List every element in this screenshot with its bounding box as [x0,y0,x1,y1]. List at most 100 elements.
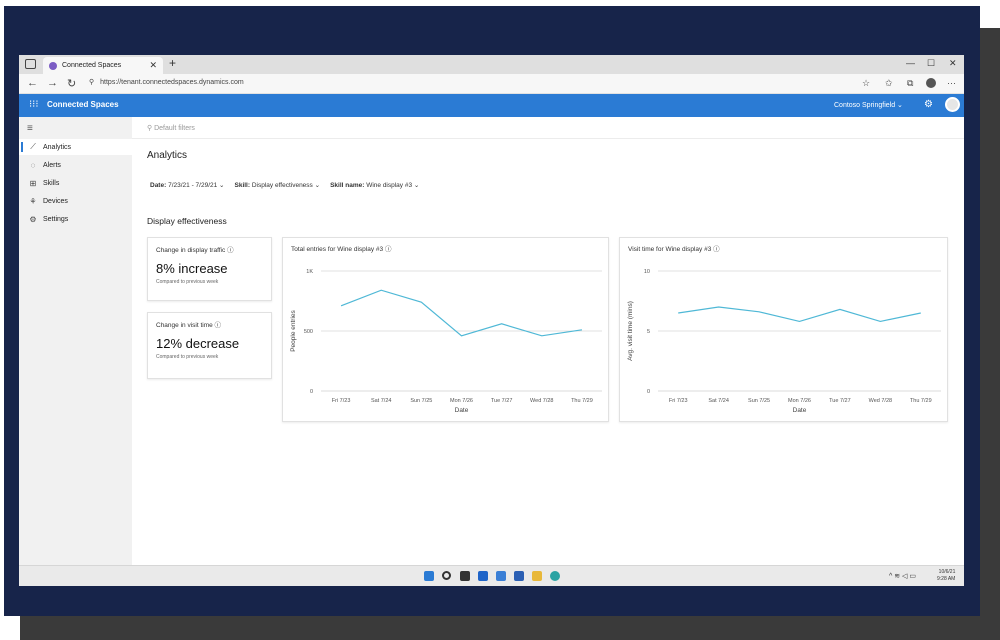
chart-card-visit-time: Visit time for Wine display #3 ⓘ 0 5 10 Fri… [619,237,948,422]
back-icon[interactable]: ← [27,77,38,89]
date-filter[interactable]: Date: 7/23/21 - 7/29/21 ⌄ [150,182,225,189]
site-favicon-icon [49,61,57,70]
new-tab-icon[interactable]: + [169,56,177,70]
gear-icon: ⚙ [29,214,37,224]
screen: Connected Spaces ✕ + — ☐ ✕ ← → ↻ ⚲ https… [19,55,964,586]
chart-card-entries: Total entries for Wine display #3 ⓘ 0 500… [282,237,609,422]
grid-icon: ⊞ [29,178,37,188]
kpi-value: 12% decrease [156,336,240,351]
x-tick-label: Wed 7/28 [869,398,892,404]
info-icon[interactable]: ⓘ [384,246,392,253]
skill-filter[interactable]: Skill: Display effectiveness ⌄ [234,182,321,189]
devices-icon: ⚘ [29,196,37,206]
app-header: ⁝⁝⁝ Connected Spaces Contoso Springfield… [19,94,964,117]
x-axis-label: Date [455,407,469,414]
info-icon[interactable]: ⓘ [713,246,720,253]
read-aloud-icon[interactable]: ☆ [862,78,871,88]
y-tick-label: 500 [304,329,313,335]
url-field[interactable]: ⚲ https://tenant.connectedspaces.dynamic… [89,78,244,87]
date-filter-label: Date: [150,182,167,189]
favorites-icon[interactable]: ✩ [885,78,893,88]
sidebar-item-label: Settings [43,215,69,223]
y-tick-label: 1K [306,269,313,275]
x-tick-label: Sun 7/25 [410,398,432,404]
browser-tabstrip: Connected Spaces ✕ + — ☐ ✕ [19,55,964,74]
more-icon[interactable]: ··· [947,78,956,88]
browser-tab[interactable]: Connected Spaces ✕ [43,57,163,74]
sidebar-item-skills[interactable]: ⊞ Skills [19,175,132,191]
tenant-name: Contoso Springfield [834,102,896,109]
x-tick-label: Mon 7/26 [788,398,811,404]
chart-title: Visit time for Wine display #3 ⓘ [628,243,720,253]
x-tick-label: Sat 7/24 [708,398,729,404]
sidebar: ≡ ⟋ Analytics ◌ Alerts ⊞ Skills ⚘ Device… [19,117,132,565]
start-icon[interactable] [424,571,434,581]
widgets-icon[interactable] [478,571,488,581]
collections-icon[interactable]: ⧉ [907,78,914,88]
x-axis-label: Date [793,407,807,414]
kpi-title-text: Change in display traffic [156,247,226,254]
y-tick-label: 0 [310,389,313,395]
system-tray[interactable]: ^ ≋ ◁ ▭ [889,573,916,580]
default-filters-button[interactable]: ⚲ Default filters [147,125,195,132]
skill-name-filter-value: Wine display #3 [366,182,413,189]
x-tick-label: Thu 7/29 [571,398,593,404]
chart-entries-svg: 0 500 1K Fri 7/23 Sat 7/24 Sun 7/25 Mon 7/26 Tu… [290,269,602,414]
skill-name-filter[interactable]: Skill name: Wine display #3 ⌄ [330,182,420,189]
x-tick-label: Tue 7/27 [829,398,851,404]
profile-icon[interactable] [926,78,936,88]
x-tick-label: Wed 7/28 [530,398,553,404]
tab-actions-icon[interactable] [25,59,36,69]
sidebar-item-analytics[interactable]: ⟋ Analytics [19,139,132,155]
forward-icon[interactable]: → [47,77,58,89]
search-icon: ⚲ [89,79,95,86]
kpi-card-traffic: Change in display traffic ⓘ 8% increase … [147,237,272,301]
x-tick-label: Thu 7/29 [910,398,932,404]
teams-icon[interactable] [496,571,506,581]
skill-filter-value: Display effectiveness [251,182,313,189]
chart-title-text: Visit time for Wine display #3 [628,246,712,253]
sidebar-item-devices[interactable]: ⚘ Devices [19,193,132,209]
settings-gear-icon[interactable]: ⚙ [924,99,933,110]
hamburger-menu-icon[interactable]: ≡ [27,123,33,134]
close-tab-icon[interactable]: ✕ [149,60,157,70]
sidebar-item-alerts[interactable]: ◌ Alerts [19,157,132,173]
chart-line-icon: ⟋ [30,142,36,151]
y-tick-label: 5 [647,329,650,335]
skill-filter-label: Skill: [234,182,251,189]
app-name[interactable]: Connected Spaces [47,100,119,109]
x-tick-label: Mon 7/26 [450,398,473,404]
kpi-title: Change in display traffic ⓘ [156,244,234,254]
app-launcher-icon[interactable]: ⁝⁝⁝ [29,99,39,110]
search-icon[interactable] [442,571,451,580]
file-explorer-icon[interactable] [532,571,542,581]
info-icon[interactable]: ⓘ [214,322,222,329]
tenant-selector[interactable]: Contoso Springfield ⌄ [834,102,903,109]
chart-title-text: Total entries for Wine display #3 [291,246,384,253]
clock[interactable]: 10/6/21 9:28 AM [937,569,955,583]
filter-row: Date: 7/23/21 - 7/29/21 ⌄ Skill: Display… [150,181,419,189]
main-content: ⚲ Default filters Analytics Date: 7/23/2… [132,117,964,565]
alert-icon: ◌ [30,160,36,170]
y-tick-label: 10 [644,269,650,275]
kpi-subtitle: Compared to previous week [156,279,219,285]
chart-visit-time-svg: 0 5 10 Fri 7/23 Sat 7/24 Sun 7/25 Mon 7/26 Tue … [627,269,941,414]
x-tick-label: Sun 7/25 [748,398,770,404]
chart-title: Total entries for Wine display #3 ⓘ [291,243,391,253]
edge-browser-icon[interactable] [550,571,560,581]
chat-icon[interactable] [514,571,524,581]
refresh-icon[interactable]: ↻ [67,78,77,90]
date-filter-value: 7/23/21 - 7/29/21 [168,182,218,189]
x-tick-label: Fri 7/23 [669,398,688,404]
sidebar-item-settings[interactable]: ⚙ Settings [19,211,132,227]
avatar[interactable] [945,97,960,112]
info-icon[interactable]: ⓘ [227,247,234,254]
task-view-icon[interactable] [460,571,470,581]
kpi-value: 8% increase [156,261,228,276]
close-window-icon[interactable]: ✕ [949,58,957,68]
default-filters-label: Default filters [154,125,195,132]
kpi-title-text: Change in visit time [156,322,213,329]
section-title: Display effectiveness [147,216,227,226]
maximize-icon[interactable]: ☐ [927,58,936,68]
minimize-icon[interactable]: — [906,58,915,68]
